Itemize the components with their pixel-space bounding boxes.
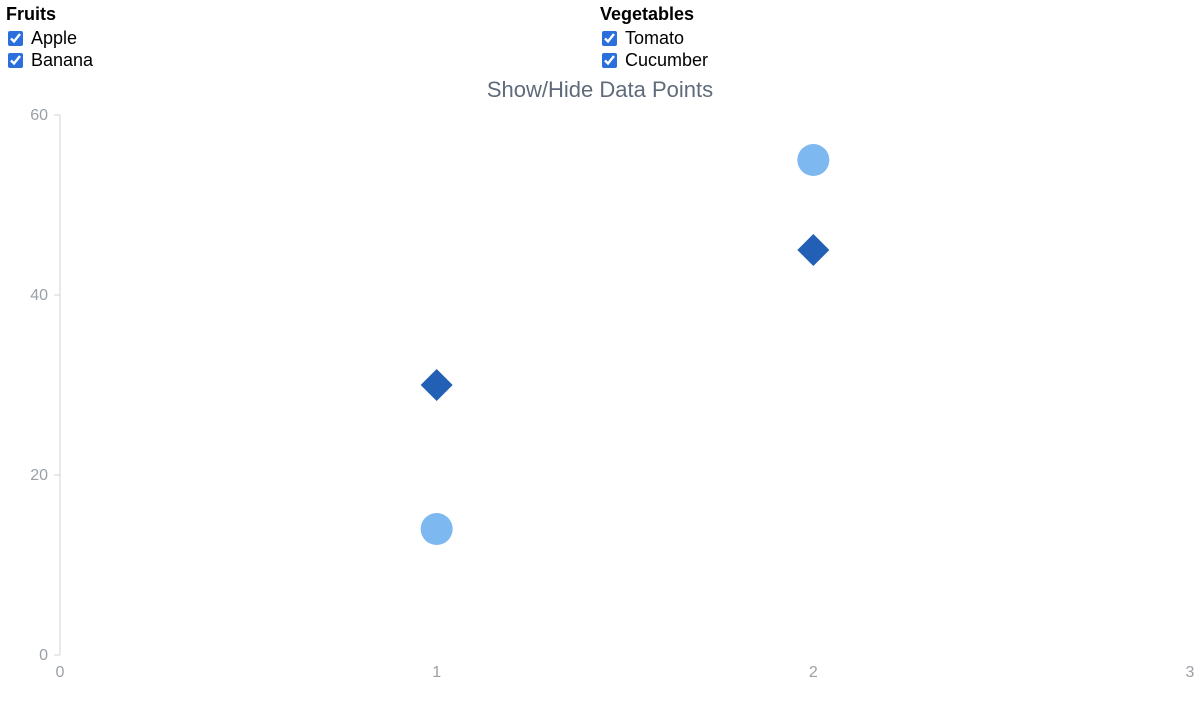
- checkbox-cucumber-label: Cucumber: [625, 49, 708, 71]
- marker-cucumber[interactable]: [797, 234, 829, 266]
- checkbox-banana-input[interactable]: [8, 53, 23, 68]
- group-title-fruits: Fruits: [6, 4, 600, 25]
- checkbox-cucumber-input[interactable]: [602, 53, 617, 68]
- checkbox-apple-input[interactable]: [8, 31, 23, 46]
- y-tick-label: 20: [30, 467, 48, 484]
- x-tick-label: 1: [432, 664, 441, 681]
- checkbox-cucumber[interactable]: Cucumber: [600, 49, 1194, 71]
- group-title-vegetables: Vegetables: [600, 4, 1194, 25]
- marker-tomato[interactable]: [421, 369, 453, 401]
- checkbox-tomato-label: Tomato: [625, 27, 684, 49]
- x-tick-label: 2: [809, 664, 818, 681]
- checkbox-banana-label: Banana: [31, 49, 93, 71]
- scatter-chart: 0 20 40 60 0 1 2 3: [0, 105, 1200, 685]
- marker-banana[interactable]: [797, 144, 829, 176]
- chart-container: Show/Hide Data Points 0 20 40 60 0 1 2 3: [0, 77, 1200, 685]
- checkbox-tomato-input[interactable]: [602, 31, 617, 46]
- y-tick-label: 40: [30, 287, 48, 304]
- checkbox-tomato[interactable]: Tomato: [600, 27, 1194, 49]
- checkbox-banana[interactable]: Banana: [6, 49, 600, 71]
- group-fruits: Fruits Apple Banana: [6, 4, 600, 71]
- y-tick-label: 0: [39, 647, 48, 664]
- checkbox-apple-label: Apple: [31, 27, 77, 49]
- group-vegetables: Vegetables Tomato Cucumber: [600, 4, 1194, 71]
- chart-title: Show/Hide Data Points: [0, 77, 1200, 103]
- x-tick-label: 3: [1186, 664, 1195, 681]
- marker-apple[interactable]: [421, 513, 453, 545]
- controls-panel: Fruits Apple Banana Vegetables Tomato Cu…: [0, 0, 1200, 71]
- y-tick-label: 60: [30, 107, 48, 124]
- checkbox-apple[interactable]: Apple: [6, 27, 600, 49]
- x-tick-label: 0: [56, 664, 65, 681]
